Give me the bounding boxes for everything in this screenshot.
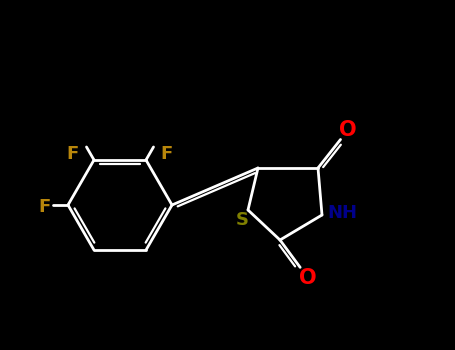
Text: O: O [339,120,357,140]
Text: O: O [299,268,317,288]
Text: F: F [160,145,172,163]
Text: F: F [66,145,78,163]
Text: S: S [236,211,248,229]
Text: NH: NH [327,204,357,222]
Text: F: F [38,198,50,216]
